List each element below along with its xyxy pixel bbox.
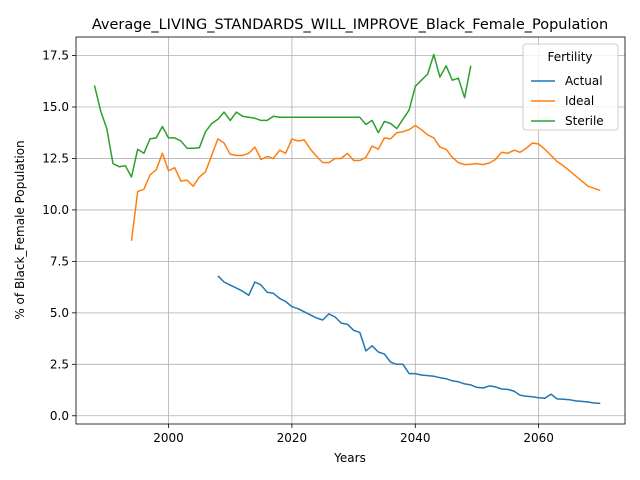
chart-title: Average_LIVING_STANDARDS_WILL_IMPROVE_Bl… xyxy=(92,17,608,33)
legend-box xyxy=(522,43,619,131)
series-line-ideal xyxy=(130,124,601,241)
y-tick-label: 7.5 xyxy=(50,254,69,268)
y-tick-label: 12.5 xyxy=(42,151,69,165)
y-tick-label: 15.0 xyxy=(42,100,69,114)
y-tick-label: 0.0 xyxy=(50,409,69,423)
x-axis-ticks: 2000 2020 2040 2060 xyxy=(153,424,554,445)
x-tick-label: 2040 xyxy=(400,431,431,445)
x-axis-label: Years xyxy=(333,451,366,465)
y-tick-label: 17.5 xyxy=(42,49,69,63)
plot-frame xyxy=(75,36,626,425)
legend: Fertility Actual Ideal Sterile xyxy=(522,43,619,131)
legend-entries: Actual Ideal Sterile xyxy=(531,74,604,128)
y-tick-label: 2.5 xyxy=(50,357,69,371)
y-tick-label: 5.0 xyxy=(50,306,69,320)
x-tick-label: 2000 xyxy=(153,431,184,445)
legend-label-actual: Actual xyxy=(565,74,603,88)
y-axis-ticks: 0.0 2.5 5.0 7.5 10.0 12.5 15.0 17.5 xyxy=(42,49,76,423)
legend-title: Fertility xyxy=(547,50,592,64)
y-tick-label: 10.0 xyxy=(42,203,69,217)
y-axis-label: % of Black_Female Population xyxy=(13,140,27,319)
legend-label-sterile: Sterile xyxy=(565,114,604,128)
series-lines xyxy=(93,53,601,405)
x-tick-label: 2060 xyxy=(523,431,554,445)
series-line-actual xyxy=(217,275,601,405)
x-tick-label: 2020 xyxy=(277,431,308,445)
legend-label-ideal: Ideal xyxy=(565,94,594,108)
series-line-sterile xyxy=(93,53,472,178)
